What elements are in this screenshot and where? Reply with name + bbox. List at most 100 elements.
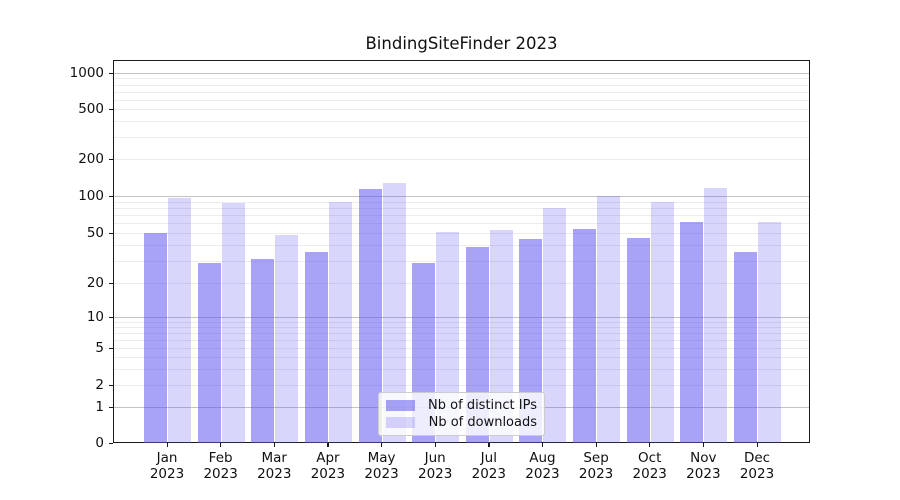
bar-distinct-ips-Aug	[519, 238, 543, 443]
gridline-minor	[114, 385, 809, 386]
bar-distinct-ips-Apr	[304, 252, 328, 443]
bar-downloads-Sep	[597, 196, 621, 443]
x-tick-label: Nov 2023	[668, 450, 738, 482]
y-tick-label: 50	[86, 225, 104, 241]
gridline-minor	[114, 215, 809, 217]
y-tick-label: 200	[78, 151, 104, 167]
x-tick-yearline: 2023	[364, 466, 399, 482]
x-tick-month: Oct	[638, 450, 662, 466]
bar-downloads-Nov	[704, 188, 728, 443]
gridline-minor	[114, 201, 809, 203]
x-tick-month: Jul	[480, 450, 497, 466]
x-tick-mark	[273, 443, 275, 447]
x-tick-mark	[595, 443, 597, 447]
x-tick-month: Dec	[743, 450, 771, 466]
x-tick-month: May	[367, 450, 396, 466]
x-tick-mark	[541, 443, 544, 447]
x-tick-yearline: 2023	[525, 466, 560, 482]
x-tick-month: Aug	[529, 450, 556, 466]
legend-label-downloads: Nb of downloads	[428, 415, 537, 431]
x-tick-label: Jun 2023	[400, 450, 470, 482]
y-tick-label: 2	[95, 377, 104, 393]
x-tick-yearline: 2023	[257, 466, 292, 482]
bar-downloads-Oct	[650, 201, 674, 443]
gridline-minor	[114, 326, 809, 328]
legend-item-downloads: Nb of downloads	[386, 415, 537, 430]
legend-swatch-downloads	[386, 417, 415, 429]
gridline-minor	[114, 109, 809, 110]
y-tick-label: 0	[95, 435, 104, 451]
x-tick-label: Feb 2023	[186, 450, 256, 482]
gridline-minor	[114, 357, 809, 358]
x-tick-month: Jun	[424, 450, 446, 466]
bar-distinct-ips-Oct	[626, 237, 650, 443]
y-tick-mark	[109, 316, 113, 318]
bar-downloads-Feb	[221, 203, 245, 443]
x-tick-yearline: 2023	[417, 466, 453, 482]
x-tick-label: Apr 2023	[293, 450, 363, 482]
y-tick-label: 1000	[69, 65, 104, 81]
x-tick-mark	[166, 443, 168, 447]
gridline-minor	[114, 348, 809, 349]
y-tick-label: 1	[95, 399, 104, 415]
bar-downloads-Jun	[436, 231, 460, 443]
x-tick-mark	[381, 443, 383, 447]
y-tick-mark	[109, 442, 113, 444]
bar-downloads-Jul	[489, 229, 513, 443]
gridline-minor	[114, 332, 809, 334]
bar-distinct-ips-Jan	[144, 233, 167, 443]
x-tick-label: Aug 2023	[507, 450, 577, 482]
y-tick-mark	[109, 72, 113, 74]
x-tick-mark	[702, 443, 705, 447]
bar-downloads-Aug	[543, 207, 567, 443]
bar-distinct-ips-May	[358, 189, 382, 443]
gridline-minor	[114, 260, 809, 262]
bar-distinct-ips-Dec	[734, 252, 757, 443]
x-tick-mark	[434, 443, 436, 447]
chart-title: BindingSiteFinder 2023	[365, 34, 558, 53]
bar-distinct-ips-Sep	[573, 228, 597, 443]
bar-downloads-May	[382, 182, 406, 443]
y-tick-mark	[109, 384, 113, 386]
x-tick-label: Jan 2023	[132, 450, 202, 482]
x-tick-yearline: 2023	[632, 466, 667, 482]
x-tick-mark	[756, 443, 758, 447]
x-tick-month: Mar	[261, 450, 287, 466]
x-tick-yearline: 2023	[686, 466, 721, 482]
x-tick-yearline: 2023	[471, 466, 506, 482]
x-tick-month: Nov	[690, 450, 717, 466]
y-tick-mark	[109, 406, 113, 408]
x-tick-yearline: 2023	[578, 466, 614, 482]
gridline-minor	[114, 321, 809, 323]
gridline-minor	[114, 78, 809, 80]
gridline-minor	[114, 84, 809, 86]
bar-distinct-ips-Nov	[680, 221, 704, 443]
y-tick-label: 20	[86, 275, 104, 291]
gridline-major	[114, 317, 809, 318]
x-tick-mark	[220, 443, 222, 447]
gridline-minor	[114, 207, 809, 209]
legend-label-distinct-ips: Nb of distinct IPs	[428, 397, 537, 413]
bar-downloads-Jan	[168, 197, 191, 443]
gridline-minor	[114, 223, 809, 225]
y-tick-label: 500	[78, 101, 104, 117]
gridline-minor	[114, 121, 809, 123]
legend-item-distinct-ips: Nb of distinct IPs	[386, 398, 537, 413]
gridline-minor	[114, 368, 809, 370]
y-tick-mark	[109, 282, 113, 284]
x-tick-yearline: 2023	[149, 466, 185, 482]
x-tick-label: Dec 2023	[722, 450, 792, 482]
y-tick-mark	[109, 108, 113, 110]
x-tick-mark	[649, 443, 651, 447]
y-tick-label: 100	[78, 188, 104, 204]
legend-swatch-distinct-ips	[386, 399, 415, 411]
x-tick-month: Feb	[208, 450, 233, 466]
y-tick-mark	[109, 232, 113, 234]
gridline-minor	[114, 136, 809, 138]
gridline-minor	[114, 99, 809, 101]
bar-downloads-Mar	[275, 235, 299, 443]
gridline-major	[114, 73, 809, 74]
x-tick-label: Oct 2023	[615, 450, 685, 482]
gridline-minor	[114, 159, 809, 160]
